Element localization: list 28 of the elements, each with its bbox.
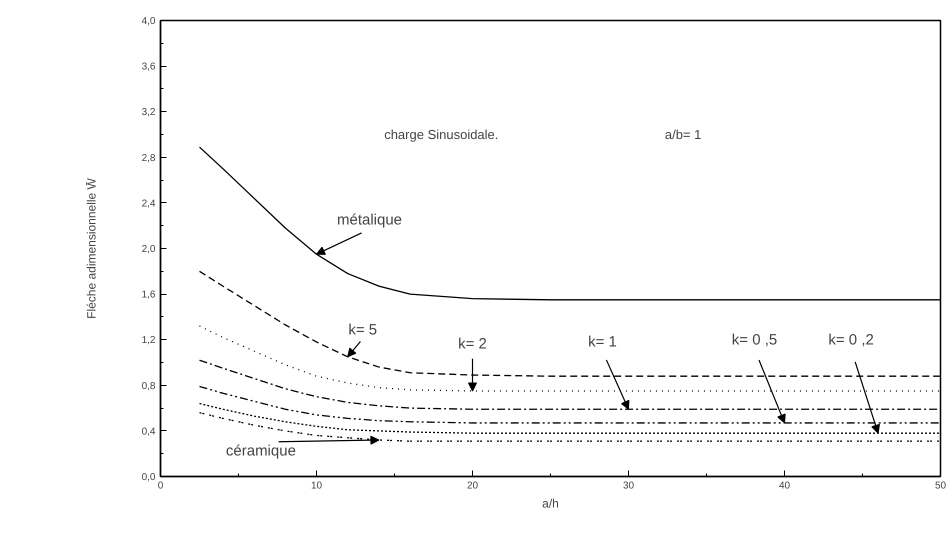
x-tick-label: 0 <box>158 480 164 492</box>
annotation: a/b= 1 <box>664 127 702 142</box>
y-tick-label: 3,2 <box>142 107 156 118</box>
annotation: charge Sinusoidale. <box>384 127 498 142</box>
annotation: métalique <box>336 212 402 229</box>
x-tick-label: 30 <box>622 480 634 492</box>
annotation: k= 0 ,5 <box>732 331 778 348</box>
y-axis-title: Fléche adimensionnelle W̄ <box>84 177 99 319</box>
y-tick-label: 0,8 <box>142 380 156 392</box>
y-tick-label: 0,4 <box>142 426 156 438</box>
annotation: k= 0 ,2 <box>828 332 874 349</box>
x-tick-label: 20 <box>466 480 478 492</box>
x-tick-label: 50 <box>934 480 946 492</box>
x-axis-title: a/h <box>542 496 559 510</box>
annotation: céramique <box>226 442 296 460</box>
annotation: k= 5 <box>348 321 378 338</box>
y-tick-label: 1,6 <box>142 290 156 301</box>
y-tick-label: 2,8 <box>142 152 156 164</box>
y-tick-label: 3,6 <box>142 62 156 73</box>
x-tick-label: 10 <box>310 480 322 492</box>
y-tick-label: 2,0 <box>142 244 156 255</box>
y-tick-label: 1,2 <box>142 335 156 346</box>
annotation: k= 2 <box>458 336 487 352</box>
annotation: k= 1 <box>588 334 617 351</box>
y-tick-label: 0,0 <box>142 472 156 483</box>
y-tick-label: 4,0 <box>142 16 156 27</box>
y-tick-label: 2,4 <box>142 198 156 210</box>
x-tick-label: 40 <box>778 480 790 492</box>
